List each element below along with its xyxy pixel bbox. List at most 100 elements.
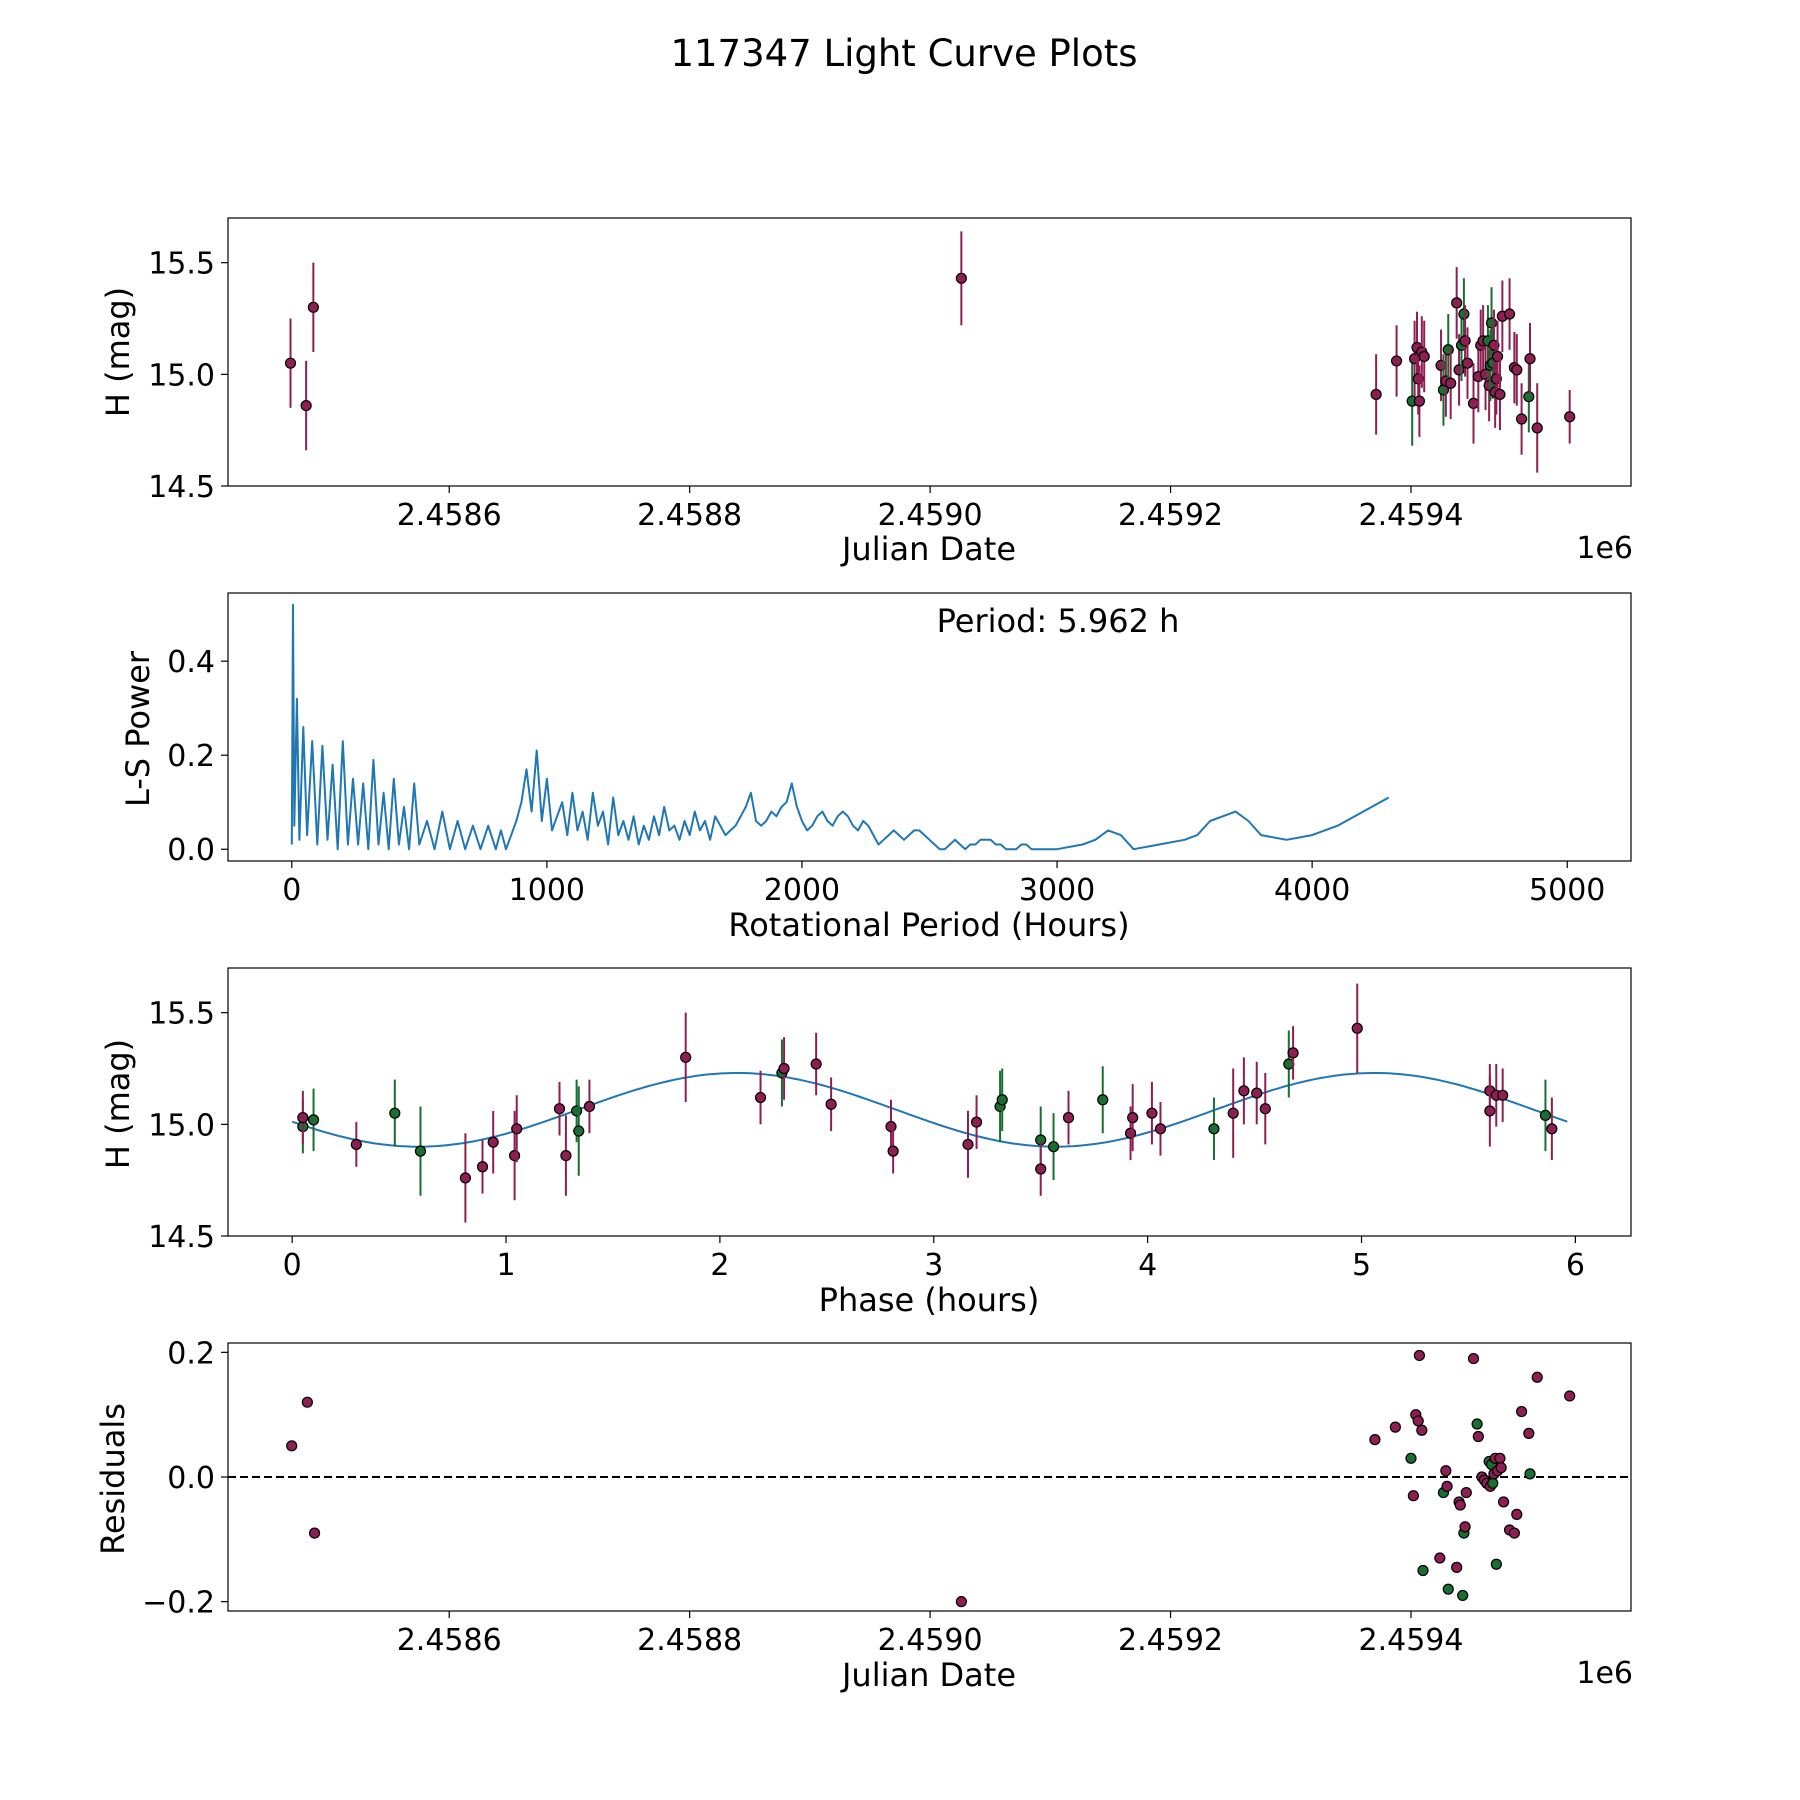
phase-data-point xyxy=(389,1107,401,1119)
phase-data-point xyxy=(1097,1094,1109,1106)
phase-data-point xyxy=(414,1145,427,1157)
phase-data-point xyxy=(1539,1109,1552,1122)
phase-xtick-label: 1 xyxy=(496,1248,515,1283)
residuals-data-point xyxy=(1487,1477,1499,1489)
lightcurve-data-point xyxy=(1390,355,1403,367)
phase-data-point xyxy=(1124,1127,1137,1139)
lightcurve-xlabel: Julian Date xyxy=(840,530,1016,568)
lightcurve-data-point xyxy=(1442,344,1454,356)
lightcurve-data-point xyxy=(1494,388,1506,401)
lightcurve-data-point xyxy=(1564,411,1576,423)
phase-data-point xyxy=(571,1105,583,1117)
lightcurve-data-point xyxy=(1453,364,1465,376)
lightcurve-data-point xyxy=(1461,357,1474,369)
phase-xtick-label: 0 xyxy=(283,1248,302,1283)
lightcurve-data-point xyxy=(1511,364,1523,376)
residuals-data-point xyxy=(1523,1427,1535,1439)
lightcurve-axes: 2.4586 2.4588 2.4590 2.4592 2.4594 14.5 15.0 15… xyxy=(148,217,1632,533)
lightcurve-data-point xyxy=(1435,359,1447,371)
phase-data-point xyxy=(508,1149,521,1162)
residuals-xtick-label: 2.4594 xyxy=(1359,1623,1464,1658)
phase-ytick-label: 15.0 xyxy=(148,1108,215,1143)
phase-data-point xyxy=(1251,1087,1263,1099)
residuals-data-point xyxy=(286,1440,298,1452)
residuals-data-point xyxy=(1389,1421,1401,1433)
phase-data-point xyxy=(1047,1141,1060,1153)
residuals-data-point xyxy=(1417,1564,1429,1577)
figure-title: 117347 Light Curve Plots xyxy=(670,32,1137,75)
phase-data-point xyxy=(1497,1089,1509,1101)
phase-axes: 0 1 2 3 4 5 6 14.5 15.0 15.5 xyxy=(148,967,1632,1283)
residuals-xtick-label: 2.4588 xyxy=(637,1623,742,1658)
period-annotation: Period: 5.962 h xyxy=(937,602,1180,640)
lightcurve-xtick-label: 2.4588 xyxy=(637,498,742,533)
lightcurve-xtick-label: 2.4590 xyxy=(878,498,983,533)
lightcurve-data-point xyxy=(284,357,297,369)
lightcurve-data-point xyxy=(1459,335,1471,347)
lightcurve-data-point xyxy=(1467,397,1480,409)
phase-data-point xyxy=(1035,1163,1047,1175)
residuals-data-point xyxy=(1441,1480,1453,1492)
residuals-data-point xyxy=(1460,1486,1472,1499)
periodogram-ylabel: L-S Power xyxy=(119,650,157,807)
phase-xtick-label: 2 xyxy=(710,1248,729,1283)
phase-data-point xyxy=(970,1116,983,1128)
lightcurve-ylabel: H (mag) xyxy=(99,287,137,417)
residuals-data-point xyxy=(1413,1349,1426,1362)
phase-data-point xyxy=(573,1125,585,1137)
residuals-data-point xyxy=(1440,1465,1452,1477)
phase-data-point xyxy=(810,1058,822,1070)
residuals-data-point xyxy=(1416,1424,1428,1436)
residuals-data-point xyxy=(1442,1583,1454,1595)
phase-data-point xyxy=(887,1145,899,1157)
residuals-data-point xyxy=(301,1396,313,1408)
residuals-data-point xyxy=(1472,1430,1484,1443)
lightcurve-ytick-label: 15.0 xyxy=(148,358,215,393)
lightcurve-data-point xyxy=(1485,317,1498,329)
lightcurve-data-point xyxy=(1503,308,1516,320)
panel-lightcurve: Julian Date H (mag) 1e6 xyxy=(99,287,1633,568)
residuals-data-point xyxy=(1494,1452,1506,1464)
residuals-data-point xyxy=(1454,1499,1466,1511)
residuals-points xyxy=(286,1349,1576,1608)
phase-ylabel: H (mag) xyxy=(99,1039,137,1169)
lightcurve-ytick-label: 14.5 xyxy=(148,470,215,505)
phase-ytick-label: 14.5 xyxy=(148,1220,215,1255)
phase-data-point xyxy=(825,1098,837,1110)
residuals-ytick-label: 0.2 xyxy=(167,1336,215,1371)
residuals-data-point xyxy=(1495,1462,1507,1474)
lightcurve-data-point xyxy=(1451,297,1463,309)
residuals-data-point xyxy=(1511,1508,1523,1520)
periodogram-ytick-label: 0.0 xyxy=(167,833,215,868)
phase-data-point xyxy=(511,1123,523,1135)
residuals-data-point xyxy=(1369,1434,1381,1446)
residuals-xlabel: Julian Date xyxy=(840,1656,1016,1694)
phase-data-point xyxy=(297,1112,309,1124)
phase-data-point xyxy=(487,1136,499,1148)
residuals-data-point xyxy=(1490,1558,1502,1570)
lightcurve-data-point xyxy=(1531,422,1543,434)
phase-data-point xyxy=(583,1100,596,1113)
phase-data-point xyxy=(459,1172,471,1184)
periodogram-ytick-label: 0.4 xyxy=(167,645,215,680)
phase-data-point xyxy=(1351,1022,1363,1034)
lightcurve-xtick-label: 2.4594 xyxy=(1359,498,1464,533)
phase-data-point xyxy=(1146,1107,1158,1119)
residuals-offset-label: 1e6 xyxy=(1576,1656,1633,1691)
phase-data-point xyxy=(1259,1103,1271,1115)
residuals-xtick-label: 2.4592 xyxy=(1118,1623,1223,1658)
periodogram-axes: 0 1000 2000 3000 4000 5000 0.0 0.2 0.4 xyxy=(167,592,1632,908)
phase-data-point xyxy=(1287,1047,1299,1059)
phase-data-point xyxy=(1227,1107,1239,1119)
residuals-axes: 2.4586 2.4588 2.4590 2.4592 2.4594 −0.2 0.0 0.2 xyxy=(142,1336,1632,1658)
phase-xtick-label: 5 xyxy=(1352,1248,1371,1283)
lightcurve-data-point xyxy=(1445,377,1457,389)
residuals-data-point xyxy=(1508,1527,1520,1539)
lightcurve-data-point xyxy=(1370,388,1382,401)
lightcurve-data-point xyxy=(1413,395,1426,407)
residuals-data-point xyxy=(1405,1452,1417,1464)
panel-residuals: Julian Date Residuals 1e6 xyxy=(94,1403,1633,1694)
phase-data-point xyxy=(1154,1123,1167,1135)
phase-xtick-label: 3 xyxy=(924,1248,943,1283)
